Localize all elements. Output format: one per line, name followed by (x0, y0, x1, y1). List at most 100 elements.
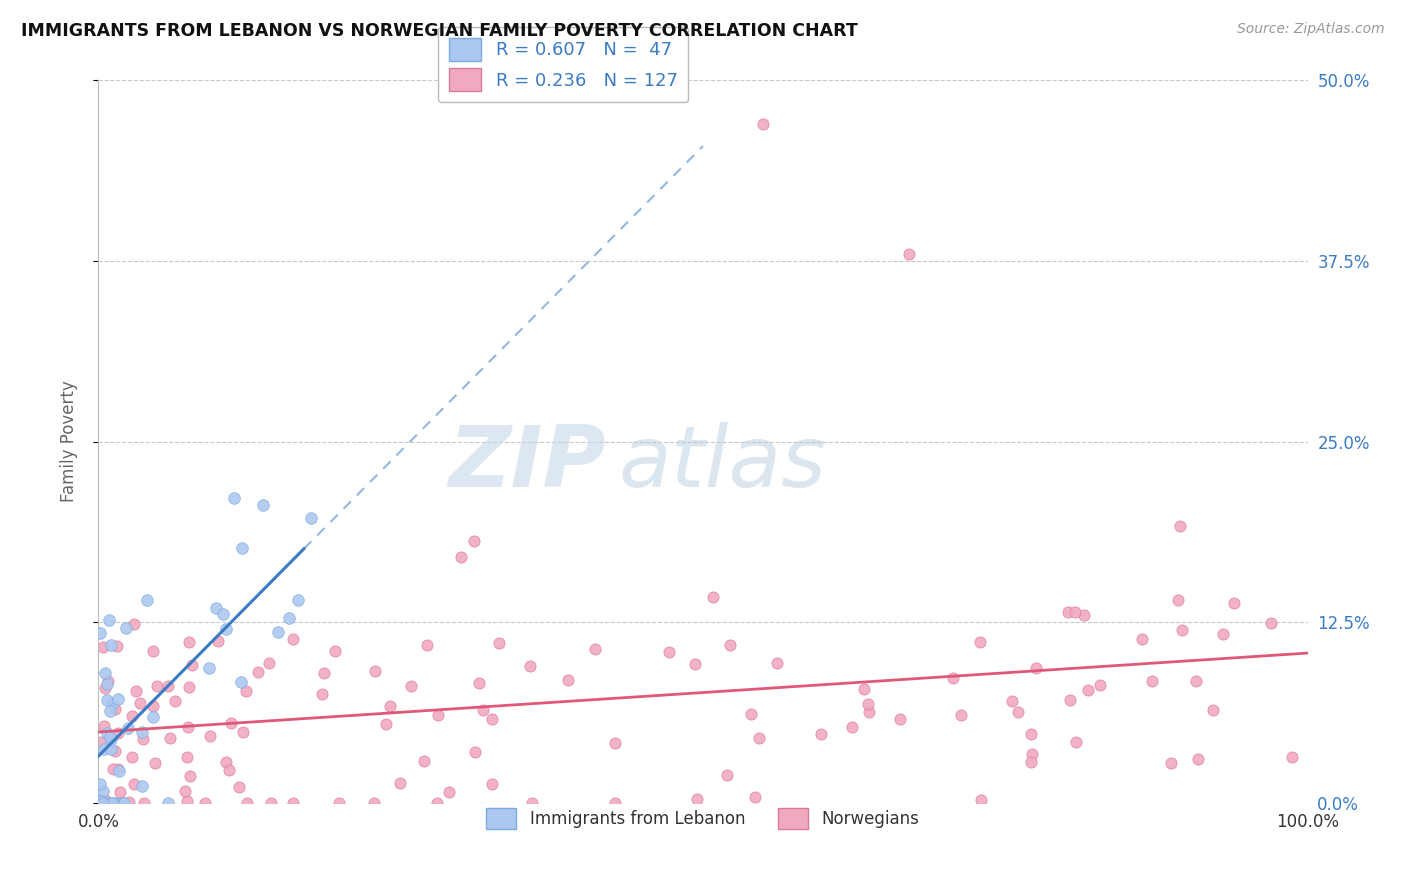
Point (179, 769, 201, 783)
Point (165, 694, 187, 708)
Point (198, 661, 221, 675)
Point (105, 639, 128, 653)
Point (93, 719, 115, 733)
Point (744, 789, 766, 804)
Text: IMMIGRANTS FROM LEBANON VS NORWEGIAN FAMILY POVERTY CORRELATION CHART: IMMIGRANTS FROM LEBANON VS NORWEGIAN FAM… (21, 22, 858, 40)
Text: ZIP: ZIP (449, 422, 606, 505)
Point (143, 756, 166, 771)
Point (136, 593, 159, 607)
Point (464, 745, 486, 759)
Point (177, 681, 200, 695)
Point (142, 710, 165, 724)
Point (853, 682, 876, 697)
Legend: Immigrants from Lebanon, Norwegians: Immigrants from Lebanon, Norwegians (478, 800, 928, 838)
Point (231, 541, 253, 555)
Point (1007, 705, 1029, 719)
Point (101, 697, 124, 711)
Point (89, 626, 111, 640)
Point (104, 702, 127, 716)
Point (766, 657, 789, 671)
Point (969, 634, 991, 648)
Point (91, 796, 114, 810)
Point (685, 657, 707, 672)
Point (194, 796, 217, 810)
Point (1170, 518, 1192, 533)
Point (287, 593, 309, 607)
Point (583, 642, 606, 657)
Point (122, 777, 145, 791)
Point (1001, 693, 1024, 707)
Point (110, 796, 132, 810)
Point (101, 796, 124, 810)
Point (236, 796, 259, 810)
Point (1019, 727, 1042, 741)
Point (89, 735, 111, 749)
Point (107, 762, 129, 776)
Point (363, 796, 385, 810)
Point (89, 796, 111, 810)
Point (658, 645, 681, 659)
Point (247, 665, 270, 679)
Point (174, 784, 197, 798)
Point (1223, 596, 1246, 610)
Point (283, 632, 305, 647)
Point (1212, 627, 1234, 641)
Point (93, 742, 115, 756)
Point (437, 784, 460, 798)
Point (235, 683, 257, 698)
Point (215, 622, 238, 636)
Point (176, 794, 198, 808)
Point (471, 702, 494, 716)
Point (942, 671, 965, 685)
Point (228, 780, 250, 795)
Point (90, 794, 112, 808)
Point (463, 533, 485, 548)
Point (146, 679, 169, 693)
Point (740, 706, 762, 721)
Point (364, 664, 387, 678)
Point (1064, 735, 1087, 749)
Point (94, 681, 117, 696)
Point (115, 621, 138, 635)
Point (131, 724, 153, 739)
Point (841, 720, 863, 734)
Point (131, 779, 153, 793)
Point (720, 638, 742, 652)
Point (716, 768, 738, 782)
Point (1260, 616, 1282, 631)
Point (328, 796, 350, 810)
Point (450, 550, 472, 565)
Point (686, 792, 709, 806)
Point (557, 673, 579, 687)
Point (1076, 682, 1098, 697)
Point (117, 721, 139, 735)
Y-axis label: Family Poverty: Family Poverty (59, 381, 77, 502)
Text: atlas: atlas (619, 422, 827, 505)
Point (311, 687, 333, 701)
Point (157, 679, 180, 693)
Point (427, 708, 450, 723)
Point (177, 635, 200, 649)
Point (278, 611, 301, 625)
Point (1063, 605, 1085, 619)
Point (142, 643, 165, 657)
Point (101, 796, 124, 810)
Point (520, 796, 543, 810)
Point (107, 726, 129, 740)
Point (481, 712, 503, 726)
Point (93, 665, 115, 680)
Point (889, 713, 911, 727)
Point (1090, 678, 1112, 692)
Point (98, 704, 121, 718)
Point (176, 749, 198, 764)
Point (1025, 660, 1047, 674)
Point (388, 776, 411, 790)
Point (949, 708, 972, 723)
Text: Source: ZipAtlas.com: Source: ZipAtlas.com (1237, 22, 1385, 37)
Point (415, 638, 437, 652)
Point (426, 796, 449, 810)
Point (100, 731, 122, 746)
Point (215, 756, 238, 770)
Point (221, 716, 243, 731)
Point (1019, 755, 1042, 769)
